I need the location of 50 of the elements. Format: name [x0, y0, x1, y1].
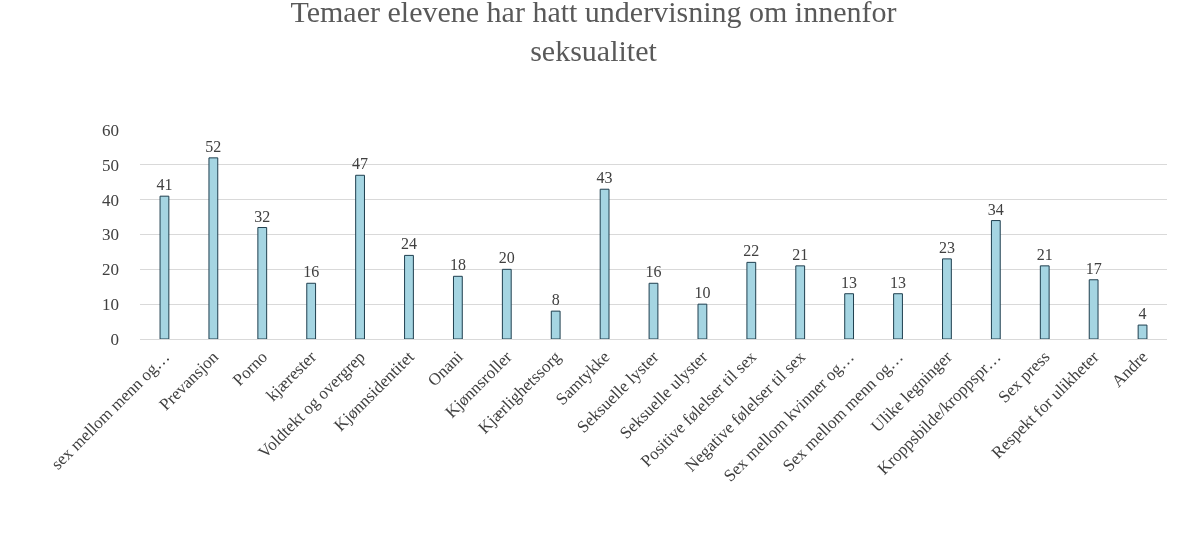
y-tick-label: 40: [102, 190, 119, 210]
data-label: 8: [551, 291, 560, 309]
data-label: 32: [254, 207, 271, 225]
bar: [452, 275, 463, 339]
bar: [746, 261, 757, 339]
bar: [257, 227, 268, 339]
bar: [990, 220, 1001, 339]
data-label: 24: [400, 235, 417, 253]
data-label: 52: [205, 137, 222, 155]
y-tick-label: 10: [102, 295, 119, 315]
data-label: 13: [841, 273, 858, 291]
bar: [844, 293, 855, 339]
data-label: 22: [743, 242, 760, 260]
bar: [404, 254, 414, 339]
bar: [648, 282, 659, 339]
y-tick-label: 60: [102, 120, 119, 140]
data-label: 47: [352, 155, 369, 173]
chart-title: Temaer elevene har hatt undervisning om innenfor seksualitet: [290, 0, 897, 68]
data-label: 20: [498, 249, 515, 267]
data-label: 43: [596, 169, 613, 187]
data-label: 21: [1036, 245, 1053, 263]
bar: [1088, 279, 1099, 339]
data-label: 13: [890, 273, 907, 291]
y-tick-label: 20: [102, 260, 119, 280]
bar: [1137, 324, 1148, 339]
data-label: 34: [987, 200, 1004, 218]
bar: [501, 268, 512, 339]
bar: [208, 157, 219, 339]
bar: [697, 303, 708, 339]
bar: [1039, 265, 1050, 339]
bar: [306, 282, 317, 339]
bar: [893, 293, 903, 339]
y-tick-label: 0: [110, 329, 119, 349]
data-label: 23: [938, 238, 955, 256]
data-label: 41: [156, 176, 173, 194]
data-label: 17: [1085, 259, 1102, 277]
bar: [159, 195, 170, 339]
y-tick-label: 50: [102, 155, 119, 175]
bar: [942, 258, 952, 339]
bar: [355, 174, 365, 339]
data-label: 21: [792, 245, 809, 263]
y-tick-label: 30: [102, 225, 119, 245]
data-label: 4: [1138, 305, 1147, 323]
bar: [795, 265, 806, 339]
bar: [599, 188, 610, 339]
data-label: 10: [694, 284, 711, 302]
data-label: 16: [645, 263, 662, 281]
data-label: 18: [449, 256, 466, 274]
data-label: 16: [303, 263, 320, 281]
bar: [550, 310, 561, 339]
